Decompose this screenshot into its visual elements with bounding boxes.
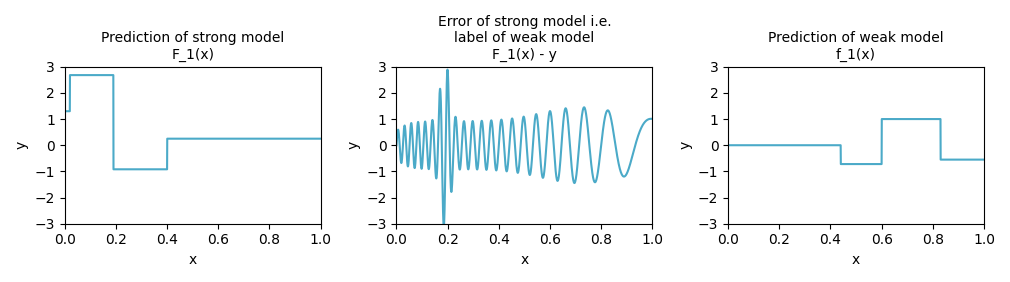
X-axis label: x: x [851,253,861,267]
Y-axis label: y: y [15,141,29,149]
Y-axis label: y: y [346,141,361,149]
Title: Prediction of weak model
f_1(x): Prediction of weak model f_1(x) [769,31,944,61]
Title: Prediction of strong model
F_1(x): Prediction of strong model F_1(x) [101,31,285,61]
X-axis label: x: x [520,253,528,267]
Title: Error of strong model i.e.
label of weak model
F_1(x) - y: Error of strong model i.e. label of weak… [437,15,611,61]
Y-axis label: y: y [679,141,692,149]
X-axis label: x: x [189,253,197,267]
